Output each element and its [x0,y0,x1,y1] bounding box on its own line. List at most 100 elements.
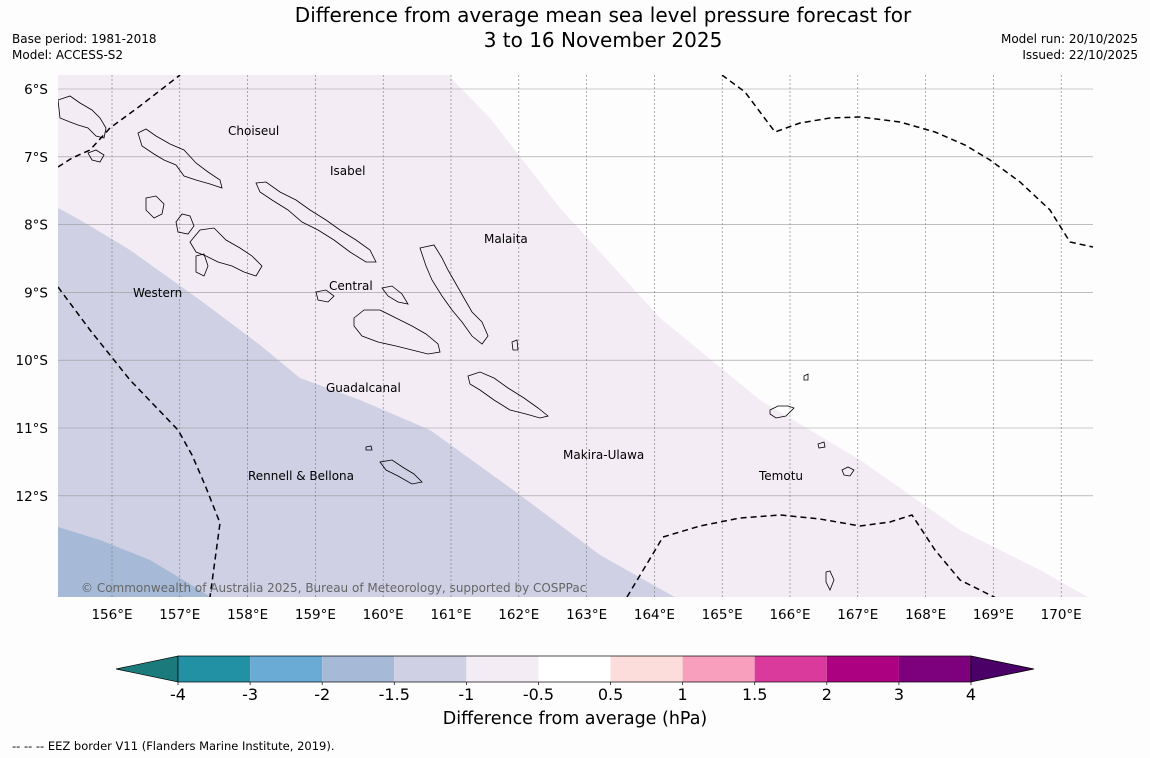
colorbar-tick-label: -0.5 [523,685,554,704]
island-bellona [365,445,373,451]
colorbar-segment [610,656,683,682]
island-shortland [87,149,105,163]
region-labels: Choiseul Isabel Malaita Western Central … [133,124,803,483]
band-minus1-edge [440,75,1088,597]
island-choiseul [137,128,223,189]
label-malaita: Malaita [484,232,528,246]
title-line-1: Difference from average mean sea level p… [294,3,912,27]
island-vanikoro [841,466,855,477]
coastlines [58,95,855,591]
colorbar-title: Difference from average (hPa) [442,709,708,729]
island-rennell [379,459,423,485]
lon-label: 167°E [837,607,878,623]
chart-title: Difference from average mean sea level p… [0,3,1150,53]
band-minus15-to-minus1 [58,208,675,597]
eez-border-nw [58,75,181,168]
model-name: Model: ACCESS-S2 [12,48,124,62]
colorbar-tick-label: 1 [678,685,688,704]
map-panel: Choiseul Isabel Malaita Western Central … [58,75,1093,597]
label-guadalcanal: Guadalcanal [326,381,401,395]
lon-label: 170°E [1041,607,1082,623]
meta-left: Base period: 1981-2018 Model: ACCESS-S2 [12,31,157,63]
lon-label: 168°E [905,607,946,623]
band-minus2-to-minus15 [58,527,211,597]
label-makira: Makira-Ulawa [563,448,644,462]
eez-border-se [626,514,996,597]
base-period: Base period: 1981-2018 [12,32,157,46]
island-vella-lavella [145,195,165,219]
lon-label: 166°E [769,607,810,623]
colorbar-tick-label: 0.5 [598,685,623,704]
island-russell [381,285,409,305]
island-tikopia [825,570,835,591]
island-guadalcanal [353,309,441,355]
colorbar-tick-label: -1 [458,685,474,704]
colorbar-segment [682,656,755,682]
colorbar-segment [394,656,467,682]
colorbar-extend-high [970,655,1035,683]
issued-date: Issued: 22/10/2025 [1022,48,1138,62]
colorbar-extend-low [115,655,179,683]
island-rendova [195,253,209,277]
meta-right: Model run: 20/10/2025 Issued: 22/10/2025 [1001,31,1138,63]
eez-border-sw [58,286,221,597]
island-new-georgia [189,227,263,277]
colorbar-tick-label: 4 [966,685,976,704]
lon-label: 165°E [702,607,743,623]
island-duff [803,373,809,381]
lat-label: 12°S [16,489,49,505]
colorbar-tick-label: 3 [894,685,904,704]
colorbar-tick-label: 1.5 [742,685,767,704]
colorbar-segment [898,656,971,682]
colorbar: -4 -3 -2 -1.5 -1 -0.5 0.5 1 1.5 2 3 4 [115,655,1035,704]
lat-label: 7°S [24,150,48,166]
lon-label: 164°E [634,607,675,623]
island-kolombangara [175,213,195,235]
lon-label: 157°E [159,607,200,623]
lat-label: 6°S [24,82,48,98]
colorbar-segment [178,656,251,682]
colorbar-segment [826,656,899,682]
island-bougainville [58,95,107,139]
colorbar-tick-label: -3 [242,685,258,704]
latitude-labels: 6°S 7°S 8°S 9°S 10°S 11°S 12°S [16,82,49,505]
graticule [58,75,1093,597]
colorbar-segment [754,656,827,682]
lon-label: 156°E [91,607,132,623]
label-temotu: Temotu [758,469,803,483]
island-small-malaita [511,339,519,351]
lon-label: 159°E [295,607,336,623]
lon-label: 158°E [227,607,268,623]
colorbar-segment [466,656,539,682]
label-choiseul: Choiseul [228,124,279,138]
island-utupua [817,441,826,449]
island-isabel [255,181,377,263]
island-florida [315,289,335,303]
label-isabel: Isabel [330,164,365,178]
colorbar-tick-label: -4 [170,685,186,704]
colorbar-segment [322,656,395,682]
lat-label: 11°S [16,421,49,437]
colorbar-segment [538,656,611,682]
model-run: Model run: 20/10/2025 [1000,32,1138,46]
lon-label: 162°E [498,607,539,623]
eez-footnote: -- -- -- EEZ border V11 (Flanders Marine… [12,739,335,753]
island-malaita [419,244,489,345]
eez-borders [58,75,1093,597]
island-santa-cruz [769,405,795,419]
colorbar-tick-label: 2 [822,685,832,704]
lon-label: 163°E [566,607,607,623]
longitude-labels: 156°E 157°E 158°E 159°E 160°E 161°E 162°E 163°E… [91,607,1081,623]
island-makira [467,371,549,419]
colorbar-tick-label: -1.5 [379,685,410,704]
colorbar-segment [250,656,323,682]
title-line-2: 3 to 16 November 2025 [483,28,723,52]
lon-label: 161°E [430,607,471,623]
copyright-notice: © Commonwealth of Australia 2025, Bureau… [81,581,586,595]
label-western: Western [133,286,182,300]
lat-label: 8°S [24,218,48,234]
lat-label: 9°S [24,285,48,301]
label-central: Central [329,279,373,293]
lat-label: 10°S [16,353,49,369]
